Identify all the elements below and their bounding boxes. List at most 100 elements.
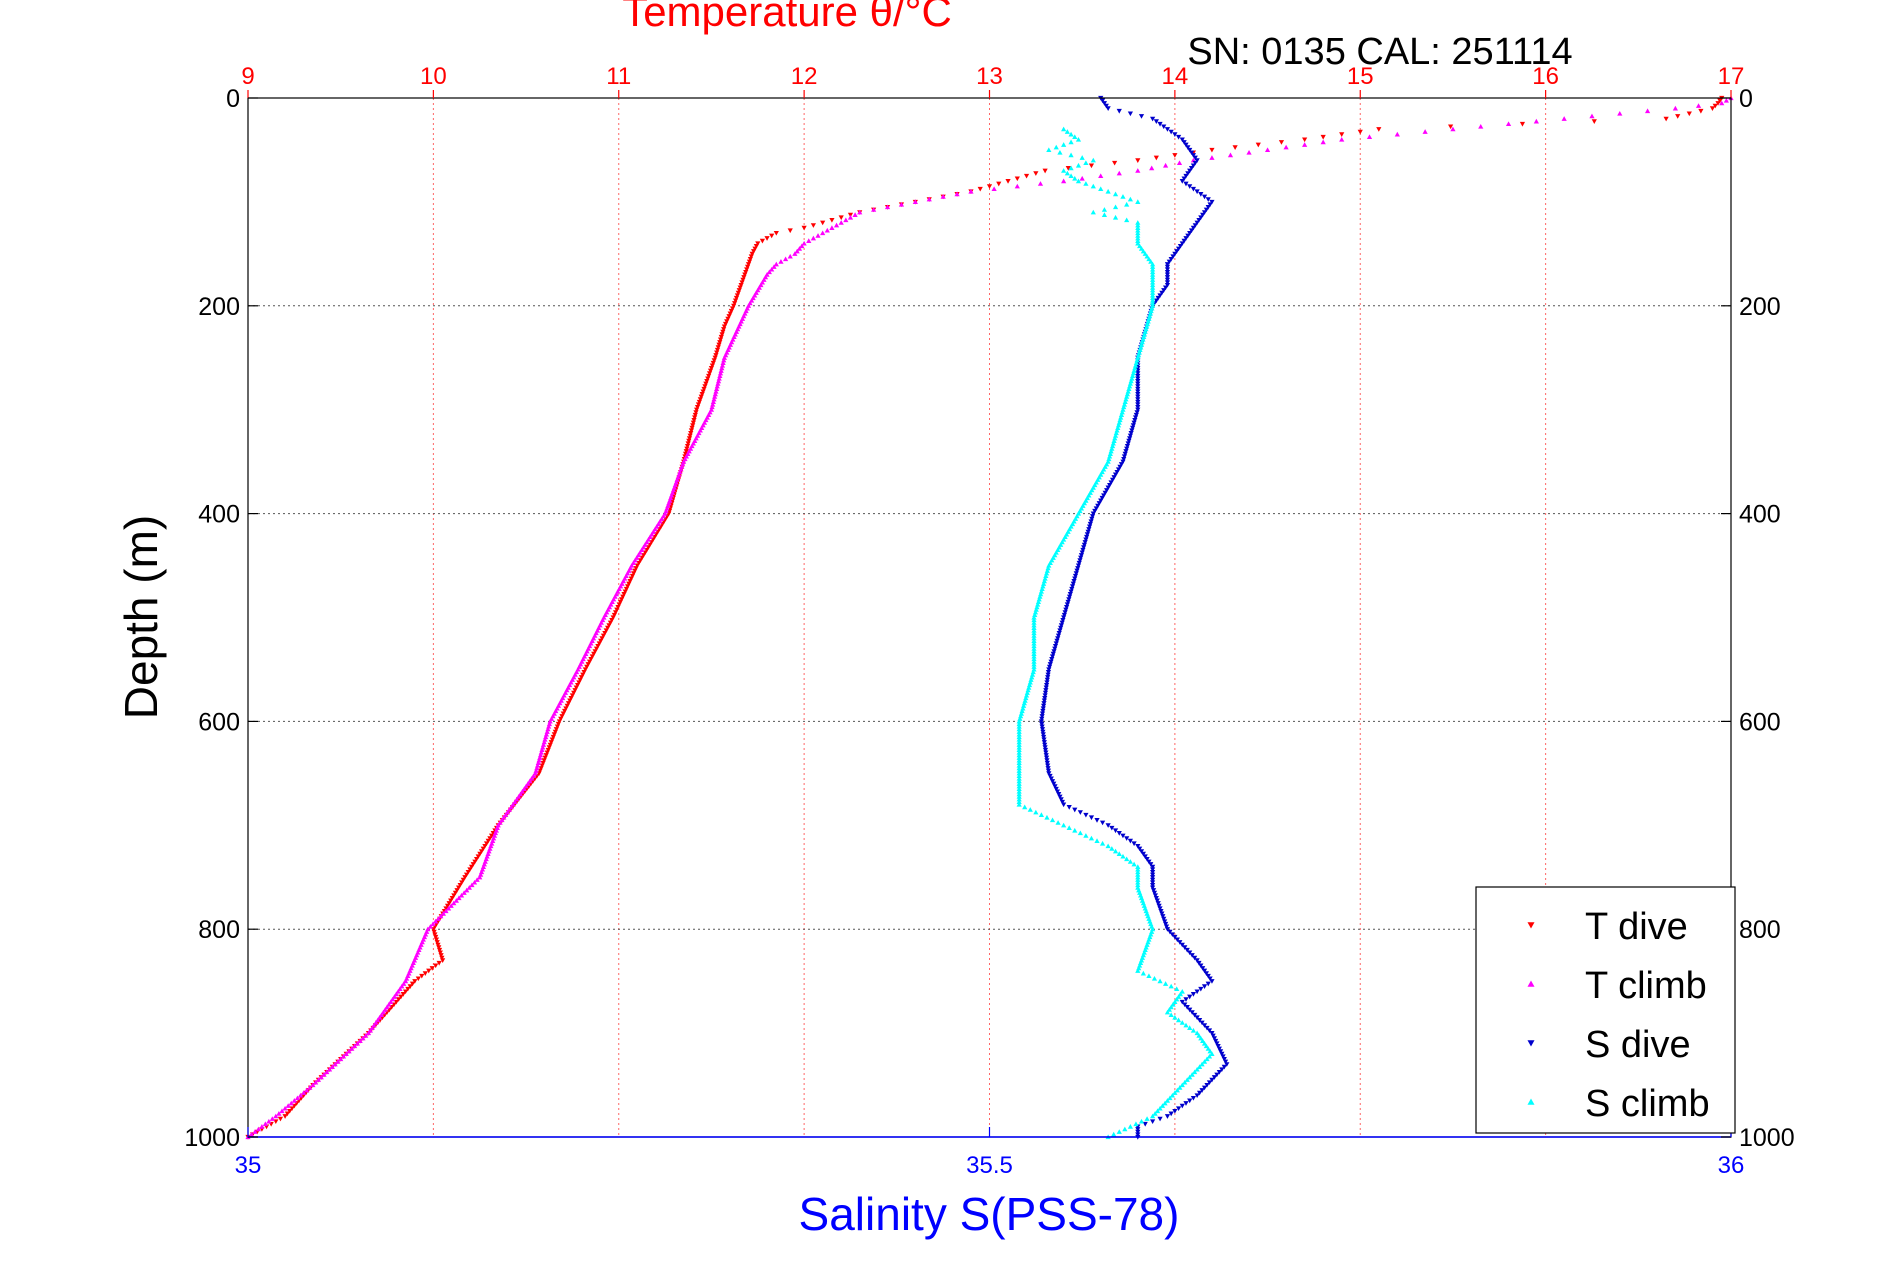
data-point-s-dive — [1078, 555, 1084, 561]
data-point-s-dive — [1039, 727, 1046, 732]
data-point-s-dive — [1164, 280, 1171, 286]
data-point-t-climb — [912, 199, 918, 204]
depth-tick-label-left: 800 — [198, 916, 240, 944]
data-point-s-climb — [1016, 736, 1022, 742]
data-point-t-climb — [310, 1082, 316, 1088]
data-point-t-climb — [252, 1129, 258, 1134]
data-point-t-dive — [619, 597, 625, 602]
data-point-s-dive — [1103, 103, 1109, 109]
data-point-s-climb — [1046, 147, 1052, 153]
data-point-s-climb — [1200, 1038, 1206, 1043]
data-point-s-dive — [1153, 298, 1159, 304]
data-point-t-climb — [716, 375, 722, 381]
depth-tick-label-left: 200 — [198, 293, 240, 321]
data-point-s-climb — [1038, 588, 1045, 594]
data-point-s-dive — [1146, 859, 1152, 865]
data-point-t-climb — [512, 799, 518, 805]
data-point-t-climb — [711, 396, 717, 402]
data-point-s-climb — [1022, 698, 1028, 703]
data-point-s-climb — [1034, 604, 1040, 610]
data-point-s-dive — [1123, 449, 1129, 454]
data-point-s-climb — [1135, 238, 1141, 243]
data-point-t-climb — [792, 251, 798, 256]
data-point-s-climb — [1141, 334, 1147, 340]
data-point-s-dive — [1164, 272, 1171, 278]
series-layer — [245, 95, 1734, 1140]
data-point-s-dive — [1044, 677, 1050, 683]
data-point-s-climb — [1109, 846, 1115, 851]
data-point-s-climb — [1166, 1007, 1172, 1012]
data-point-s-climb — [1135, 872, 1141, 877]
data-point-t-climb — [852, 212, 858, 217]
data-point-s-dive — [1057, 628, 1063, 634]
data-point-s-climb — [1150, 303, 1156, 308]
legend-label: T climb — [1585, 965, 1707, 1007]
data-point-s-climb — [1139, 339, 1145, 345]
data-point-t-climb — [255, 1126, 262, 1132]
data-point-s-climb — [1072, 175, 1078, 181]
data-point-t-climb — [335, 1059, 341, 1064]
data-point-s-dive — [1199, 1088, 1205, 1093]
series-t-climb — [245, 95, 1734, 1140]
data-point-t-climb — [801, 240, 807, 246]
data-point-s-climb — [1129, 375, 1135, 381]
data-point-s-climb — [1112, 435, 1118, 441]
data-point-t-climb — [1264, 147, 1271, 153]
data-point-s-dive — [1158, 908, 1164, 914]
data-point-t-climb — [363, 1033, 369, 1038]
data-point-t-dive — [694, 405, 701, 410]
data-point-t-dive — [820, 220, 826, 226]
data-point-t-climb — [503, 812, 509, 817]
data-point-s-dive — [1125, 441, 1131, 447]
data-point-t-dive — [586, 659, 593, 665]
data-point-t-dive — [433, 963, 439, 969]
data-point-s-dive — [1203, 207, 1209, 213]
data-point-s-climb — [1116, 1129, 1122, 1134]
data-point-t-dive — [690, 420, 696, 426]
data-point-t-climb — [538, 749, 544, 755]
data-point-t-dive — [737, 285, 743, 291]
data-point-t-dive — [439, 955, 445, 961]
data-point-t-dive — [703, 381, 709, 387]
data-point-s-dive — [1222, 1059, 1229, 1065]
data-point-t-dive — [996, 181, 1002, 187]
data-point-s-dive — [1047, 662, 1053, 667]
data-point-t-climb — [504, 809, 511, 815]
data-point-s-dive — [1105, 485, 1111, 491]
data-point-s-dive — [1049, 779, 1056, 784]
data-point-s-climb — [1118, 412, 1125, 417]
data-point-s-dive — [1056, 631, 1062, 636]
data-point-s-climb — [1031, 622, 1037, 628]
data-point-s-climb — [1068, 152, 1074, 158]
data-point-t-dive — [605, 625, 611, 631]
data-point-s-dive — [1061, 802, 1067, 808]
data-point-t-climb — [720, 360, 726, 366]
data-point-s-dive — [1066, 597, 1072, 602]
data-point-t-dive — [637, 558, 644, 563]
data-point-s-climb — [1108, 448, 1114, 454]
data-point-s-dive — [1196, 1090, 1203, 1096]
data-point-s-climb — [1016, 762, 1022, 768]
data-point-t-climb — [721, 357, 727, 363]
data-point-s-dive — [1163, 921, 1169, 927]
data-point-t-dive — [753, 243, 759, 249]
data-point-s-dive — [1071, 579, 1077, 584]
data-point-s-climb — [1083, 833, 1089, 838]
data-point-t-dive — [977, 186, 983, 192]
data-point-t-climb — [833, 222, 840, 228]
data-point-s-dive — [1086, 527, 1092, 532]
data-point-t-dive — [1135, 158, 1141, 163]
data-point-t-climb — [288, 1100, 294, 1106]
data-point-t-dive — [409, 981, 416, 987]
data-point-s-climb — [1175, 994, 1182, 999]
data-point-t-dive — [569, 693, 576, 699]
data-point-s-climb — [1150, 290, 1156, 295]
data-point-s-climb — [1090, 183, 1096, 189]
data-point-s-dive — [1218, 1049, 1224, 1054]
data-point-t-climb — [847, 214, 854, 220]
data-point-t-climb — [329, 1064, 335, 1069]
data-point-s-climb — [1035, 601, 1041, 607]
salinity-tick-label: 36 — [1718, 1152, 1745, 1179]
data-point-s-dive — [1153, 895, 1159, 901]
data-point-s-dive — [1220, 1054, 1226, 1060]
